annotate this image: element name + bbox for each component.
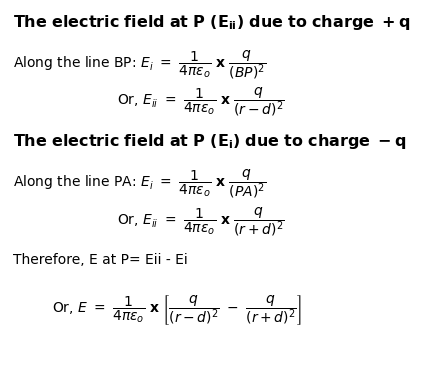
Text: Or, $E_{ii}\ =\ \dfrac{1}{4\pi\varepsilon_o}$ $\mathbf{x}$ $\dfrac{q}{(r-d)^{2}}: Or, $E_{ii}\ =\ \dfrac{1}{4\pi\varepsilo… xyxy=(117,85,284,118)
Text: $\mathbf{The\ electric\ field\ at\ P\ (E_{ii})\ due\ to\ charge\ +q}$: $\mathbf{The\ electric\ field\ at\ P\ (E… xyxy=(13,13,410,33)
Text: Or, $E_{ii}\ =\ \dfrac{1}{4\pi\varepsilon_o}$ $\mathbf{x}$ $\dfrac{q}{(r+d)^{2}}: Or, $E_{ii}\ =\ \dfrac{1}{4\pi\varepsilo… xyxy=(117,205,284,238)
Text: Along the line PA: $E_i\ =\ \dfrac{1}{4\pi\varepsilon_o}$ $\mathbf{x}$ $\dfrac{q: Along the line PA: $E_i\ =\ \dfrac{1}{4\… xyxy=(13,167,266,200)
Text: Therefore, E at P= Eii - Ei: Therefore, E at P= Eii - Ei xyxy=(13,253,188,267)
Text: Or, $E\ =\ \dfrac{1}{4\pi\varepsilon_o}$ $\mathbf{x}$ $\left[\dfrac{q}{(r-d)^{2}: Or, $E\ =\ \dfrac{1}{4\pi\varepsilon_o}$… xyxy=(52,293,302,327)
Text: $\mathbf{The\ electric\ field\ at\ P\ (E_{i})\ due\ to\ charge\ -q}$: $\mathbf{The\ electric\ field\ at\ P\ (E… xyxy=(13,132,407,151)
Text: Along the line BP: $E_i\ =\ \dfrac{1}{4\pi\varepsilon_o}$ $\mathbf{x}$ $\dfrac{q: Along the line BP: $E_i\ =\ \dfrac{1}{4\… xyxy=(13,48,266,81)
